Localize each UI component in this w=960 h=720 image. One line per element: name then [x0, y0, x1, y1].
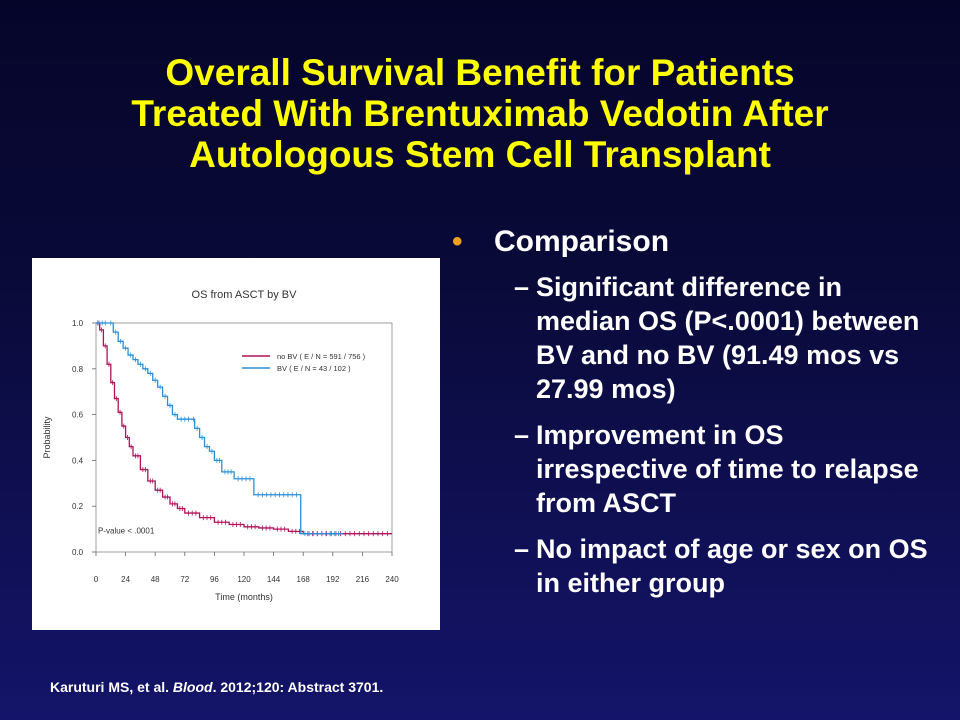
- x-tick-label: 216: [356, 575, 370, 584]
- citation-authors: Karuturi MS, et al.: [50, 679, 170, 695]
- y-tick-label: 0.6: [72, 411, 84, 420]
- legend-label: BV ( E / N = 43 / 102 ): [277, 364, 351, 373]
- chart-title: OS from ASCT by BV: [192, 289, 298, 301]
- dash-icon: –: [514, 272, 530, 302]
- x-tick-label: 144: [267, 575, 281, 584]
- bullet-dot-icon: •: [452, 225, 463, 258]
- y-tick-label: 1.0: [72, 319, 84, 328]
- title-line-2: Treated With Brentuximab Vedotin After: [131, 93, 829, 134]
- legend-label: no BV ( E / N = 591 / 756 ): [277, 352, 366, 361]
- main-bullet: • Comparison: [452, 222, 932, 262]
- sub-bullet-item: – No impact of age or sex on OS in eithe…: [452, 532, 932, 600]
- x-axis-label: Time (months): [215, 592, 273, 602]
- y-tick-label: 0.2: [72, 502, 84, 511]
- x-tick-label: 72: [180, 575, 189, 584]
- sub-bullet-text: No impact of age or sex on OS in either …: [536, 534, 928, 598]
- sub-bullet-text: Improvement in OS irrespective of time t…: [536, 420, 919, 518]
- survival-chart-svg: OS from ASCT by BV 0.0 0.2 0.4 0.6 0.8 1.0 0 24 4…: [42, 289, 399, 602]
- survival-curve-bv: [96, 322, 343, 535]
- title-line-1: Overall Survival Benefit for Patients: [165, 52, 795, 93]
- bullet-list: • Comparison – Significant difference in…: [452, 222, 932, 612]
- x-tick-label: 120: [237, 575, 251, 584]
- dash-icon: –: [514, 420, 530, 450]
- y-tick-label: 0.4: [72, 456, 84, 465]
- main-bullet-text: Comparison: [494, 225, 670, 258]
- sub-bullet-text: Significant difference in median OS (P<.…: [536, 272, 920, 404]
- x-tick-label: 240: [385, 575, 399, 584]
- dash-icon: –: [514, 534, 530, 564]
- x-tick-label: 168: [297, 575, 311, 584]
- citation-details: . 2012;120: Abstract 3701.: [212, 679, 384, 695]
- y-tick-label: 0.8: [72, 365, 84, 374]
- survival-chart: OS from ASCT by BV 0.0 0.2 0.4 0.6 0.8 1.0 0 24 4…: [32, 258, 440, 630]
- citation: Karuturi MS, et al. Blood. 2012;120: Abs…: [50, 679, 383, 695]
- x-tick-label: 96: [210, 575, 219, 584]
- sub-bullet-list: – Significant difference in median OS (P…: [452, 270, 932, 600]
- title-line-3: Autologous Stem Cell Transplant: [189, 134, 771, 175]
- slide-title: Overall Survival Benefit for Patients Tr…: [40, 52, 920, 175]
- sub-bullet-item: – Improvement in OS irrespective of time…: [452, 418, 932, 520]
- x-tick-label: 48: [151, 575, 160, 584]
- x-tick-label: 192: [326, 575, 340, 584]
- p-value-annotation: P-value < .0001: [98, 527, 155, 536]
- x-tick-label: 0: [94, 575, 99, 584]
- y-tick-label: 0.0: [72, 548, 84, 557]
- sub-bullet-item: – Significant difference in median OS (P…: [452, 270, 932, 406]
- citation-journal: Blood: [172, 679, 213, 695]
- y-axis-label: Probability: [42, 416, 52, 459]
- x-tick-label: 24: [121, 575, 130, 584]
